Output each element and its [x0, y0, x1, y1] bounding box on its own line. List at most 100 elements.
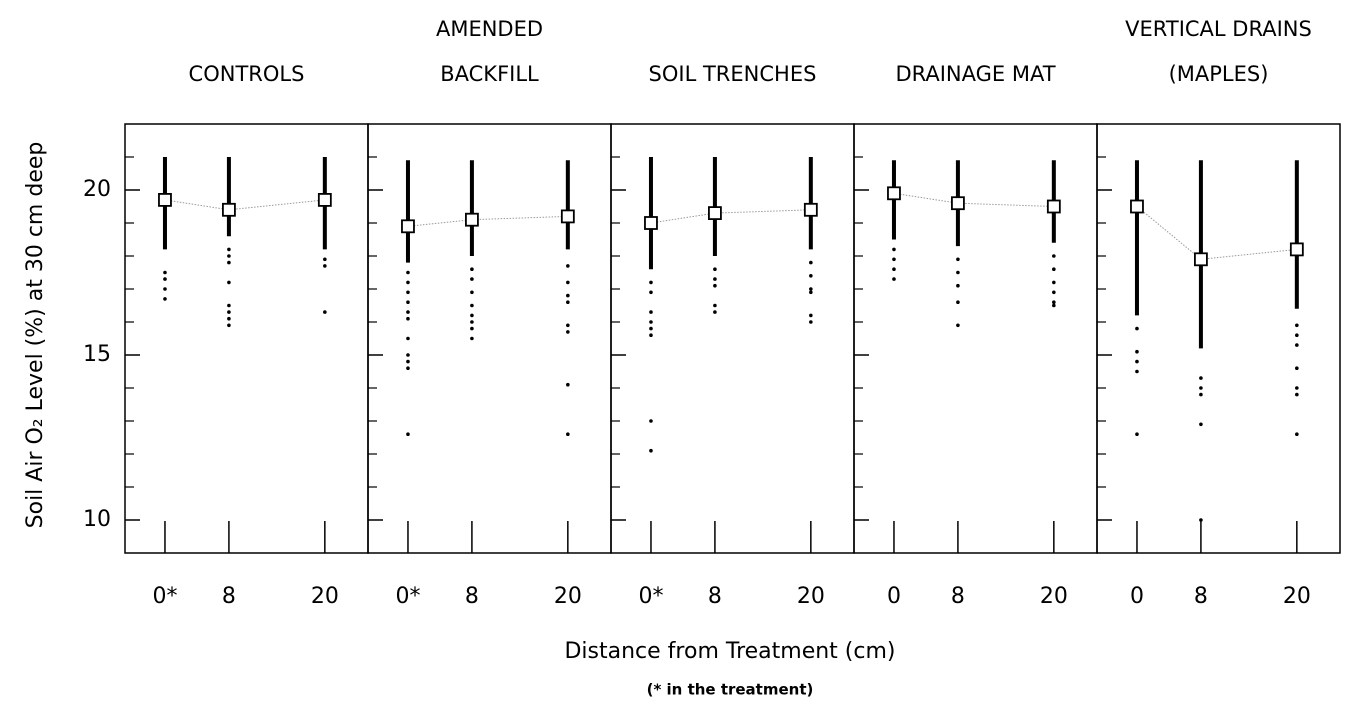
- x-tick-label: 0*: [638, 584, 663, 609]
- data-point: [406, 366, 410, 371]
- data-point: [649, 290, 653, 295]
- x-tick-label: 8: [465, 584, 479, 609]
- panel-frame: [124, 123, 369, 554]
- x-tick-label: 0: [887, 584, 901, 609]
- x-tick-label: 0: [1130, 584, 1144, 609]
- x-tick-label: 20: [311, 584, 339, 609]
- data-point: [227, 310, 231, 314]
- note: (* in the treatment): [647, 681, 814, 699]
- data-point: [470, 313, 474, 318]
- data-point: [956, 323, 960, 328]
- data-point: [566, 264, 570, 268]
- mean-marker: [317, 192, 332, 207]
- x-tick-label: 8: [222, 584, 236, 609]
- data-point: [470, 277, 474, 281]
- data-point: [227, 280, 231, 285]
- data-point: [470, 267, 474, 272]
- data-point: [406, 300, 410, 305]
- data-point: [470, 320, 474, 324]
- data-point: [1295, 323, 1299, 328]
- data-point: [406, 310, 410, 314]
- data-point: [227, 254, 231, 258]
- data-point: [566, 300, 570, 305]
- mean-marker: [401, 219, 415, 234]
- data-point: [713, 310, 717, 314]
- y-tick-label: 15: [83, 342, 111, 367]
- data-point: [323, 257, 327, 262]
- data-point: [227, 247, 231, 252]
- data-point: [649, 310, 653, 314]
- data-point: [406, 280, 410, 285]
- panel-frame: [610, 123, 855, 554]
- data-point: [566, 280, 570, 285]
- data-point: [649, 280, 653, 285]
- data-point: [227, 316, 231, 321]
- mean-marker: [644, 216, 658, 230]
- panel-title: (MAPLES): [1169, 62, 1269, 86]
- data-point: [566, 330, 570, 334]
- data-point: [649, 419, 653, 423]
- panel-title: AMENDED: [436, 17, 543, 41]
- data-point: [470, 303, 474, 308]
- x-tick-label: 20: [797, 584, 825, 609]
- x-tick-label: 8: [1194, 584, 1208, 609]
- data-point: [470, 290, 474, 295]
- data-point: [713, 303, 717, 308]
- data-point: [649, 333, 653, 338]
- data-point: [566, 382, 570, 387]
- data-point: [809, 290, 813, 295]
- data-point: [1199, 392, 1203, 397]
- data-point: [406, 316, 410, 321]
- data-point: [566, 293, 570, 298]
- data-point: [566, 323, 570, 328]
- mean-marker: [465, 212, 479, 227]
- data-point: [1199, 386, 1203, 390]
- data-point: [406, 353, 410, 357]
- panel-title: VERTICAL DRAINS: [1125, 17, 1312, 41]
- data-point: [470, 326, 474, 331]
- data-point: [566, 432, 570, 437]
- mean-line: [164, 199, 325, 211]
- data-point: [1135, 369, 1139, 374]
- data-point: [809, 320, 813, 324]
- mean-marker: [708, 206, 722, 221]
- data-point: [956, 257, 960, 262]
- x-tick-label: 20: [554, 584, 582, 609]
- data-point: [892, 257, 896, 262]
- panel-title: SOIL TRENCHES: [649, 62, 817, 86]
- data-point: [406, 290, 410, 295]
- data-point: [1295, 343, 1299, 347]
- data-point: [163, 297, 167, 301]
- x-tick-label: 0*: [152, 584, 177, 609]
- data-point: [406, 336, 410, 341]
- data-point: [1135, 326, 1139, 331]
- mean-line: [650, 209, 811, 224]
- data-point: [892, 267, 896, 272]
- mean-marker: [1130, 199, 1144, 214]
- panel-frame: [1096, 123, 1341, 554]
- data-point: [1135, 432, 1139, 437]
- data-point: [649, 448, 653, 453]
- data-point: [163, 277, 167, 281]
- x-tick-label: 20: [1040, 584, 1068, 609]
- data-point: [1199, 422, 1203, 427]
- data-point: [713, 277, 717, 281]
- data-point: [227, 323, 231, 328]
- mean-line: [407, 215, 568, 227]
- data-point: [1135, 359, 1139, 364]
- panel-frame: [367, 123, 612, 554]
- data-point: [956, 283, 960, 288]
- data-point: [809, 313, 813, 318]
- mean-marker: [887, 186, 901, 201]
- data-point: [1052, 300, 1056, 305]
- data-point: [323, 264, 327, 268]
- x-tick-label: 8: [708, 584, 722, 609]
- x-tick-label: 20: [1283, 584, 1311, 609]
- data-point: [649, 326, 653, 331]
- mean-marker: [222, 202, 236, 217]
- mean-marker: [158, 192, 172, 207]
- data-point: [1295, 392, 1299, 397]
- data-point: [1052, 280, 1056, 285]
- mean-marker: [951, 196, 965, 211]
